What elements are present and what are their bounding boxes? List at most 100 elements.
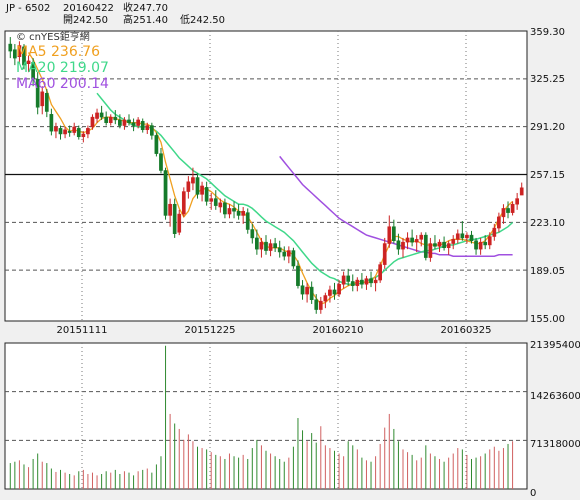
candle [118, 114, 122, 129]
candle [364, 275, 369, 290]
candle [465, 232, 469, 244]
candle [17, 41, 22, 64]
candle-body [483, 241, 488, 246]
candle [369, 271, 373, 288]
candle-body [63, 129, 67, 135]
candle [255, 229, 259, 255]
candle [437, 239, 442, 252]
candle [282, 246, 287, 261]
candle [474, 237, 478, 255]
candle [300, 280, 305, 300]
candle-body [95, 112, 99, 119]
candle-body [305, 286, 309, 295]
volume-gridlines [5, 343, 527, 489]
candle [54, 122, 58, 139]
candle [318, 296, 323, 314]
candle [113, 110, 118, 125]
candle [136, 117, 140, 129]
candle-body [469, 234, 474, 241]
candle-body [172, 203, 177, 234]
candle-body [245, 212, 250, 230]
candle-body [131, 122, 136, 126]
candle [227, 204, 232, 219]
candle-body [191, 177, 195, 184]
candle [204, 181, 209, 206]
candle-body [54, 126, 58, 132]
candle-body [236, 210, 241, 216]
candle-body [113, 116, 118, 121]
candle-body [67, 130, 72, 133]
candle-body [186, 181, 191, 192]
candle [250, 223, 255, 244]
candle [433, 235, 437, 250]
candle [35, 72, 40, 115]
candle-body [22, 46, 26, 66]
candle-body [442, 241, 446, 249]
candle [140, 118, 145, 133]
candle [296, 260, 300, 289]
candle [99, 105, 104, 120]
candle [108, 114, 113, 126]
candle-body [446, 243, 451, 249]
candle-body [122, 119, 127, 126]
date-label: 20151225 [185, 325, 236, 336]
candle [186, 176, 191, 199]
candle [519, 182, 524, 196]
candle [177, 209, 182, 236]
candle-body [350, 281, 355, 286]
candle-body [127, 119, 131, 123]
candle [213, 190, 218, 210]
candle-body [487, 236, 492, 246]
candle [506, 201, 510, 219]
candle [501, 204, 506, 224]
candle-body [419, 234, 424, 240]
candle-body [99, 112, 104, 118]
candle-body [136, 119, 140, 126]
candle [360, 273, 364, 289]
candle [487, 232, 492, 250]
candle-body [501, 208, 506, 218]
candle [469, 230, 474, 244]
candle-body [223, 202, 227, 215]
candle-body [401, 241, 405, 250]
candle-body [373, 279, 378, 284]
candle [328, 285, 332, 303]
candle [218, 198, 223, 213]
candle [350, 274, 355, 292]
candle [460, 221, 465, 241]
candle-body [154, 135, 159, 154]
candle-body [410, 237, 414, 243]
candle-body [200, 185, 204, 195]
candle [67, 125, 72, 137]
date-label: 20160210 [313, 325, 364, 336]
watermark: © cnYES鉅亨網 [16, 30, 90, 43]
candle [241, 207, 246, 224]
volume-tick: 71318000 [530, 439, 580, 450]
candle [236, 204, 241, 220]
candle-body [323, 295, 328, 302]
candle [122, 117, 127, 130]
candle-body [44, 92, 49, 112]
candle-body [181, 191, 186, 215]
volume-tick: 142636000 [530, 391, 580, 402]
quote-date: 20160422 [63, 3, 114, 14]
candle [428, 237, 433, 262]
price-tick: 257.15 [530, 170, 565, 181]
candle [392, 219, 396, 244]
candle [309, 281, 314, 304]
candle [423, 232, 428, 261]
price-tick: 325.25 [530, 74, 565, 85]
candle-body [277, 247, 282, 253]
candle [273, 237, 277, 252]
ma60-line [279, 155, 513, 257]
open-price: 開242.50 [63, 15, 108, 26]
candle-body [396, 240, 401, 250]
candle-body [455, 233, 460, 240]
candle-body [149, 125, 154, 136]
candle [200, 181, 204, 202]
candle [49, 108, 54, 136]
candle-body [13, 49, 17, 59]
candle [396, 233, 401, 255]
candle [341, 271, 346, 289]
candle-body [428, 243, 433, 258]
